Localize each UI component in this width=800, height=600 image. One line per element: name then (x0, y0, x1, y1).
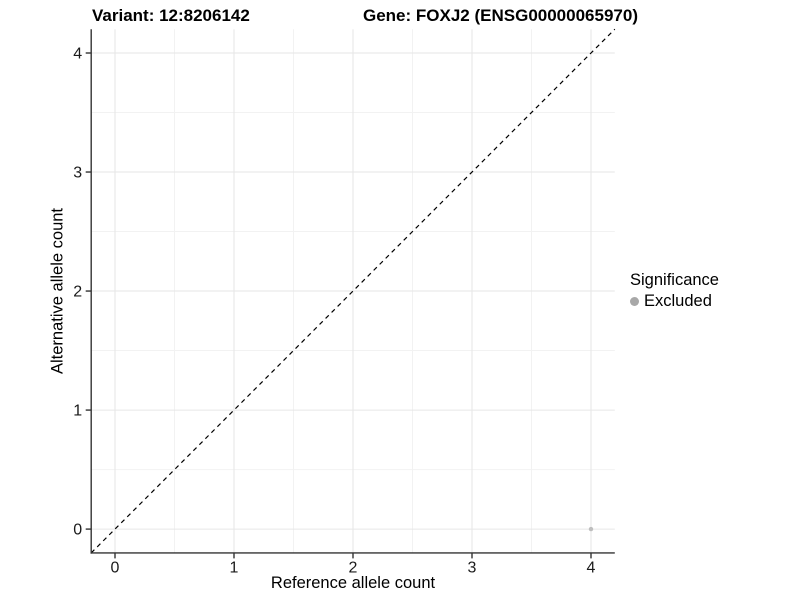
x-tick-label: 2 (349, 559, 358, 576)
legend-items: Excluded (630, 292, 719, 311)
y-tick-label: 0 (73, 522, 82, 539)
x-tick-label: 1 (230, 559, 239, 576)
legend: Significance Excluded (630, 271, 719, 311)
variant-title: Variant: 12:8206142 (92, 6, 250, 25)
x-axis-title: Reference allele count (270, 574, 436, 592)
y-tick-label: 2 (73, 284, 82, 301)
x-tick-label: 0 (111, 559, 120, 576)
identity-reference-line (90, 28, 616, 554)
y-tick-label: 3 (73, 165, 82, 182)
x-tick-label: 3 (468, 559, 477, 576)
y-tick-label: 1 (73, 403, 82, 420)
gene-title: Gene: FOXJ2 (ENSG00000065970) (363, 6, 638, 25)
x-tick-label: 4 (587, 559, 596, 576)
legend-title: Significance (630, 271, 719, 289)
legend-key-dot-icon (630, 297, 639, 306)
legend-item: Excluded (630, 292, 719, 311)
y-tick-label: 4 (73, 46, 82, 63)
data-point (588, 526, 594, 532)
legend-item-label: Excluded (644, 292, 712, 310)
